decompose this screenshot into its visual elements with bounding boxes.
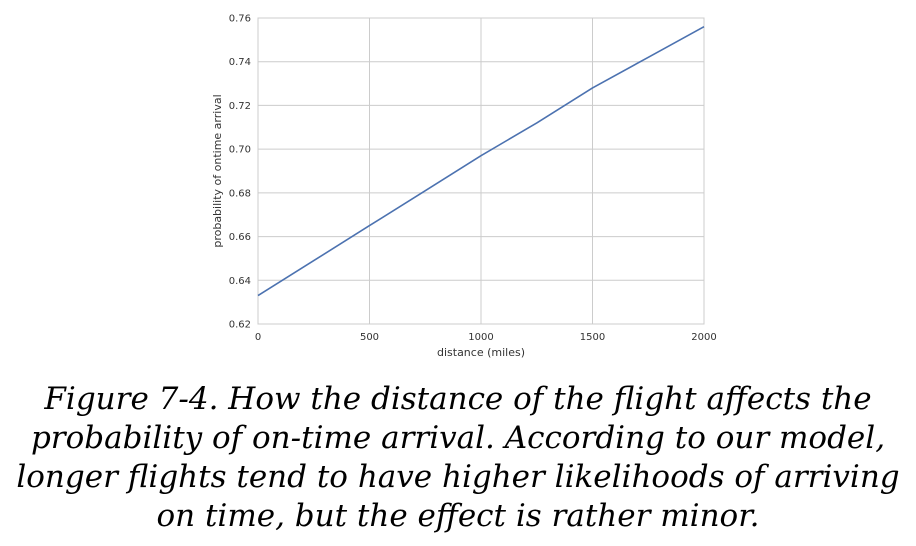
figure-caption-text: How the distance of the flight affects t… (16, 381, 900, 534)
y-tick-label: 0.64 (229, 276, 251, 287)
y-tick-label: 0.62 (229, 320, 251, 331)
x-tick-label: 500 (360, 332, 379, 343)
y-tick-label: 0.76 (229, 14, 251, 25)
x-axis-ticks: 0 500 1000 1500 2000 (255, 332, 717, 343)
y-tick-label: 0.74 (229, 57, 251, 68)
x-tick-label: 0 (255, 332, 261, 343)
series-layer (257, 25, 705, 297)
figure-caption: Figure 7-4. How the distance of the flig… (12, 380, 904, 536)
x-tick-label: 1500 (580, 332, 605, 343)
y-tick-label: 0.66 (229, 232, 251, 243)
y-axis-ticks: 0.62 0.64 0.66 0.68 0.70 0.72 0.74 0.76 (229, 14, 251, 331)
x-tick-label: 1000 (468, 332, 493, 343)
y-axis-title: probability of ontime arrival (211, 94, 224, 247)
y-tick-label: 0.68 (229, 188, 251, 199)
y-tick-label: 0.70 (229, 145, 251, 156)
y-tick-label: 0.72 (229, 101, 251, 112)
x-tick-label: 2000 (691, 332, 716, 343)
series-line-0 (257, 25, 705, 297)
chart: 0 500 1000 1500 2000 0.62 0.64 0.66 0.68 0.70 0.7… (211, 14, 717, 360)
x-axis-title: distance (miles) (437, 346, 525, 359)
plot-frame (257, 17, 705, 325)
figure-caption-label: Figure 7-4. (44, 381, 219, 417)
